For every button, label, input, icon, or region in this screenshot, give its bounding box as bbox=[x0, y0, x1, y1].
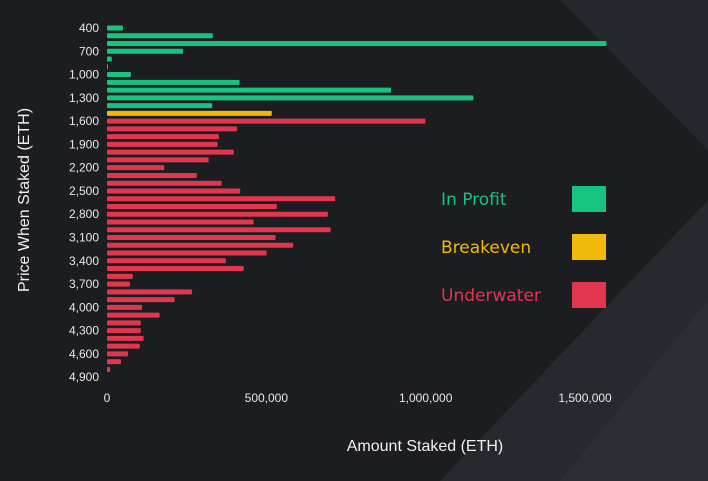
bar-700 bbox=[107, 48, 184, 54]
bar-2200 bbox=[107, 165, 165, 171]
y-tick-label: 3,700 bbox=[69, 277, 99, 291]
y-tick-label: 1,600 bbox=[69, 114, 99, 128]
bar-800 bbox=[107, 56, 112, 62]
y-tick-label: 3,100 bbox=[69, 231, 99, 245]
bar-4800 bbox=[107, 366, 111, 372]
bg-shape bbox=[560, 0, 708, 150]
bar-4000 bbox=[107, 304, 143, 310]
bar-4400 bbox=[107, 335, 144, 341]
y-tick-label: 700 bbox=[79, 44, 99, 58]
bar-3700 bbox=[107, 281, 130, 287]
bar-1300 bbox=[107, 95, 474, 101]
bar-1700 bbox=[107, 126, 238, 132]
bar-3100 bbox=[107, 235, 276, 241]
bar-1100 bbox=[107, 79, 240, 85]
y-tick-label: 4,900 bbox=[69, 370, 99, 384]
x-tick-label: 0 bbox=[104, 391, 111, 405]
bar-3300 bbox=[107, 250, 267, 256]
bar-2800 bbox=[107, 211, 328, 217]
bar-1000 bbox=[107, 72, 131, 78]
bar-1500 bbox=[107, 110, 272, 116]
legend-label-profit: In Profit bbox=[441, 190, 507, 210]
bar-4200 bbox=[107, 320, 141, 326]
legend-label-breakeven: Breakeven bbox=[441, 238, 531, 258]
legend-swatch-profit bbox=[572, 186, 606, 212]
bar-3200 bbox=[107, 242, 294, 248]
legend-label-underwater: Underwater bbox=[441, 286, 541, 306]
bar-3800 bbox=[107, 289, 193, 295]
bg-shape bbox=[560, 300, 708, 481]
bar-2300 bbox=[107, 172, 197, 178]
bar-4100 bbox=[107, 312, 160, 318]
y-tick-label: 4,300 bbox=[69, 324, 99, 338]
y-tick-label: 4,000 bbox=[69, 300, 99, 314]
x-tick-label: 1,000,000 bbox=[399, 391, 453, 405]
bar-600 bbox=[107, 41, 607, 47]
y-tick-label: 3,400 bbox=[69, 254, 99, 268]
bar-900 bbox=[107, 64, 108, 70]
y-tick-label: 1,900 bbox=[69, 137, 99, 151]
bar-3500 bbox=[107, 266, 244, 272]
bar-3000 bbox=[107, 227, 331, 233]
bar-3400 bbox=[107, 258, 226, 264]
bar-2900 bbox=[107, 219, 254, 225]
bar-3600 bbox=[107, 273, 133, 279]
x-tick-label: 500,000 bbox=[245, 391, 289, 405]
bar-2400 bbox=[107, 180, 222, 186]
bar-2500 bbox=[107, 188, 241, 194]
bar-1600 bbox=[107, 118, 426, 124]
bar-2600 bbox=[107, 196, 336, 202]
bar-3900 bbox=[107, 297, 175, 303]
x-axis-title: Amount Staked (ETH) bbox=[347, 438, 504, 455]
bar-2700 bbox=[107, 203, 277, 209]
bar-1800 bbox=[107, 134, 219, 140]
y-tick-label: 400 bbox=[79, 21, 99, 35]
legend-swatch-breakeven bbox=[572, 234, 606, 260]
bar-4700 bbox=[107, 359, 122, 365]
y-tick-label: 1,000 bbox=[69, 68, 99, 82]
bar-1200 bbox=[107, 87, 391, 93]
bar-4600 bbox=[107, 351, 129, 357]
y-tick-label: 4,600 bbox=[69, 347, 99, 361]
bar-4300 bbox=[107, 328, 141, 334]
bar-4500 bbox=[107, 343, 140, 349]
y-tick-label: 2,800 bbox=[69, 207, 99, 221]
bar-2100 bbox=[107, 157, 209, 163]
bar-400 bbox=[107, 25, 123, 31]
bar-500 bbox=[107, 33, 213, 39]
bar-1400 bbox=[107, 103, 213, 109]
bar-2000 bbox=[107, 149, 234, 155]
y-tick-label: 2,500 bbox=[69, 184, 99, 198]
bar-1900 bbox=[107, 141, 218, 147]
y-axis-title: Price When Staked (ETH) bbox=[16, 108, 33, 292]
legend-swatch-underwater bbox=[572, 282, 606, 308]
x-tick-label: 1,500,000 bbox=[558, 391, 612, 405]
y-tick-label: 2,200 bbox=[69, 161, 99, 175]
y-tick-label: 1,300 bbox=[69, 91, 99, 105]
